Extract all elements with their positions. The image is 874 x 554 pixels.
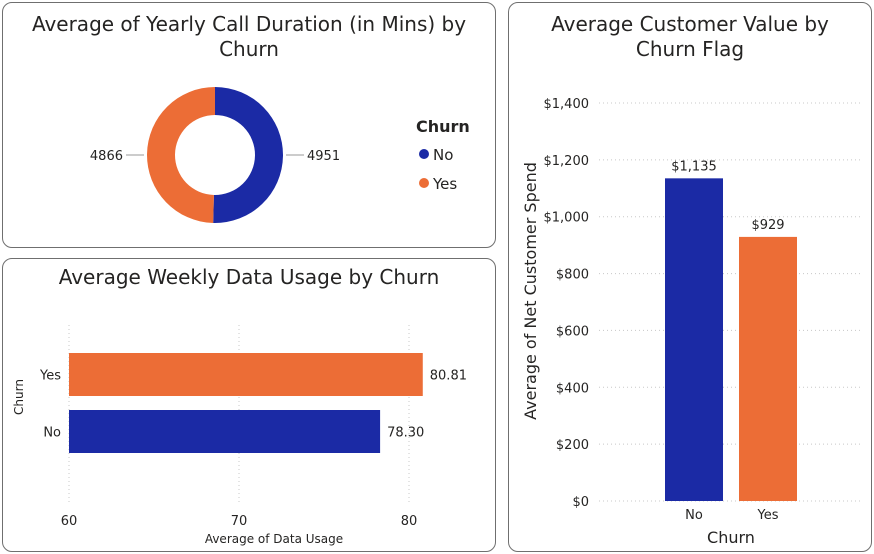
vbar-y-axis-title: Average of Net Customer Spend	[521, 162, 540, 420]
vbar-y-tick-label-600: $600	[556, 324, 589, 339]
vbar-y-tick-label-1200: $1,200	[544, 154, 590, 169]
donut-chart-title-line1: Average of Yearly Call Duration (in Mins…	[31, 12, 467, 36]
data-usage-panel: Average Weekly Data Usage by Churn 60 70 8…	[2, 258, 496, 552]
vbar-y-tick-label-1000: $1,000	[544, 211, 590, 226]
hbar-bar-yes	[69, 353, 423, 396]
legend-title: Churn	[416, 117, 470, 136]
donut-slice-no	[213, 86, 284, 223]
legend-marker-no	[419, 149, 429, 159]
hbar-data-label-no: 78.30	[387, 426, 424, 441]
vbar-data-label-no: $1,135	[671, 159, 717, 174]
call-duration-panel: Average of Yearly Call Duration (in Mins…	[2, 2, 496, 248]
vbar-bar-no	[665, 178, 723, 502]
vbar-bar-yes	[739, 236, 797, 502]
donut-value-label-no: 4951	[307, 149, 340, 164]
hbar-bar-no	[69, 410, 381, 453]
customer-value-panel: Average Customer Value by Churn Flag $0 $…	[508, 2, 872, 552]
vbar-data-label-yes: $929	[751, 218, 784, 233]
hbar-y-tick-label-yes: Yes	[39, 369, 61, 384]
hbar-y-axis-title: Churn	[12, 379, 26, 415]
vbar-chart-title-line1: Average Customer Value by	[551, 12, 829, 36]
hbar-x-axis-title: Average of Data Usage	[205, 532, 343, 546]
vbar-y-tick-label-0: $0	[572, 495, 589, 510]
hbar-chart-title: Average Weekly Data Usage by Churn	[58, 265, 440, 289]
legend-label-yes: Yes	[432, 175, 457, 193]
vbar-y-tick-label-400: $400	[556, 381, 589, 396]
vbar-chart: $0 $200 $400 $600 $800 $1,000 $1,200 $1,400 $1,1…	[521, 97, 861, 547]
legend-label-no: No	[433, 146, 453, 164]
vbar-x-axis-title: Churn	[707, 528, 755, 547]
hbar-chart: 60 70 80 80.81 Yes 78.30 No Average of Data Usa…	[12, 325, 467, 546]
vbar-x-tick-label-yes: Yes	[757, 508, 779, 523]
donut-value-label-yes: 4866	[90, 149, 123, 164]
donut-chart-title-line2: Churn	[219, 37, 279, 61]
hbar-x-tick-label-60: 60	[61, 514, 78, 529]
donut-slice-yes	[147, 87, 215, 223]
hbar-y-tick-label-no: No	[43, 426, 61, 441]
hbar-x-tick-label-80: 80	[401, 514, 418, 529]
hbar-data-label-yes: 80.81	[430, 369, 467, 384]
vbar-y-tick-label-800: $800	[556, 268, 589, 283]
vbar-chart-title-line2: Churn Flag	[635, 37, 745, 61]
vbar-y-tick-label-1400: $1,400	[544, 97, 590, 112]
donut-chart: 4951 4866 Churn No Yes	[90, 86, 470, 223]
vbar-x-tick-label-no: No	[685, 508, 703, 523]
vbar-y-tick-label-200: $200	[556, 438, 589, 453]
hbar-x-tick-label-70: 70	[231, 514, 248, 529]
legend-marker-yes	[419, 178, 429, 188]
